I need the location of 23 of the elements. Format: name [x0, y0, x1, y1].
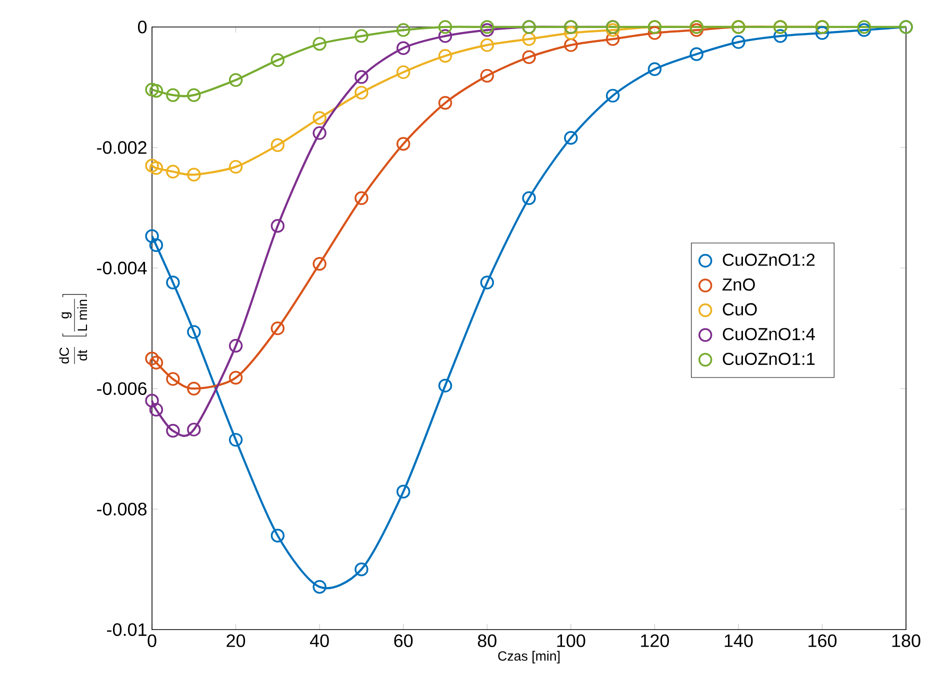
x-tick-label: 120: [641, 634, 669, 648]
x-tick-label: 140: [724, 634, 753, 648]
x-tick-label: 0: [148, 634, 156, 648]
legend-label: CuO: [722, 303, 757, 316]
legend-label: ZnO: [722, 278, 755, 291]
legend-label: CuOZnO1:4: [722, 328, 815, 340]
legend-label: CuOZnO1:2: [722, 254, 815, 266]
x-tick-label: 80: [478, 634, 496, 648]
x-tick-label: 180: [892, 634, 920, 648]
x-tick-label: 160: [808, 634, 837, 648]
x-tick-label: 40: [310, 634, 329, 648]
y-tick-label: -0.002: [97, 141, 146, 154]
x-axis-title: Czas [min]: [498, 650, 560, 664]
x-tick-label: 60: [394, 634, 413, 648]
x-tick-label: 100: [557, 634, 586, 648]
y-tick-label: -0.004: [97, 262, 147, 274]
x-tick-label: 20: [226, 634, 246, 648]
y-axis-title: $\frac{\mathrm{dC}}{\mathrm{dt}}\;\left[\frac{\mathrm{g}}{\mathrm{L\ min}}\right]$: [59, 294, 88, 364]
legend-label: CuOZnO1:1: [722, 352, 815, 365]
y-tick-label: 0: [138, 20, 147, 34]
y-tick-label: -0.006: [97, 382, 146, 395]
y-tick-label: -0.01: [107, 623, 146, 636]
y-tick-label: -0.008: [97, 502, 146, 516]
